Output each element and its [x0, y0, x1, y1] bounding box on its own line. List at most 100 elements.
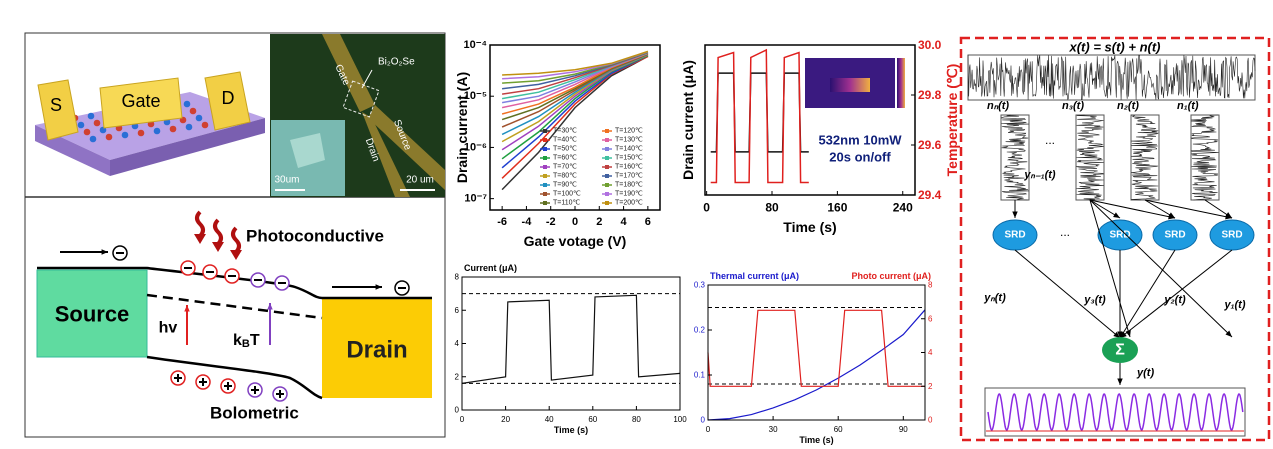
arrow-head: [1012, 211, 1018, 218]
y-tick-label: 10⁻⁵: [464, 90, 487, 102]
y-tick-label: 0.2: [694, 326, 706, 335]
hole-sign: [276, 390, 284, 398]
substrate-side: [110, 118, 265, 176]
legend-label: T=80℃: [553, 173, 577, 180]
arrow: [1014, 249, 1121, 339]
legend-label: T=140℃: [615, 146, 643, 153]
legend-marker: [605, 183, 609, 187]
arrow-head: [1113, 212, 1120, 218]
electrode-gate: [322, 34, 375, 112]
micro-label: 30um: [274, 175, 299, 186]
band-label: hv: [159, 320, 178, 337]
output-label: yₙ(t): [983, 292, 1006, 304]
hole-sign: [174, 374, 182, 382]
source-block: [36, 269, 148, 358]
y-axis-label: Drain current (μA): [680, 60, 696, 180]
noise-label: n₁(t): [1177, 100, 1199, 112]
y2-tick-label: 30.0: [918, 38, 942, 52]
y2-tick-label: 29.4: [918, 188, 942, 202]
srd-label: SRD: [1004, 230, 1025, 241]
atom: [77, 121, 85, 129]
legend-label: T=170℃: [615, 173, 643, 180]
atom: [137, 129, 145, 137]
hole-sign: [224, 382, 232, 390]
output-label: y₂(t): [1163, 294, 1186, 306]
legend-marker: [543, 156, 547, 160]
inset-label: 532nm 10mW: [818, 133, 902, 148]
x-tick-label: 40: [545, 415, 554, 424]
block-label: Source: [55, 302, 130, 327]
thermal-hotspot: [830, 78, 870, 92]
srd-label: SRD: [1109, 230, 1130, 241]
legend-label: T=70℃: [553, 164, 577, 171]
y-axis-label: Current (μA): [464, 263, 517, 273]
series-line: [502, 50, 649, 76]
legend-label: T=130℃: [615, 137, 643, 144]
noise-label: nₙ(t): [987, 100, 1009, 112]
legend-marker: [605, 192, 609, 196]
x-tick-label: -2: [546, 216, 556, 228]
arrow-head: [1168, 213, 1175, 220]
x-axis-label: Time (s): [554, 425, 588, 435]
legend-label: T=120℃: [615, 128, 643, 135]
arrow-head: [1125, 330, 1131, 337]
x-tick-label: 60: [588, 415, 597, 424]
valence-band: [146, 355, 323, 400]
pointer: [361, 69, 373, 89]
photon-head: [230, 250, 242, 260]
sum-node: [1102, 337, 1138, 363]
legend-marker: [543, 183, 547, 187]
y-tick-label: 4: [455, 339, 460, 348]
series-line: [501, 54, 649, 169]
plot-frame: [461, 276, 681, 411]
y2-tick-label: 29.8: [918, 88, 942, 102]
legend-marker: [543, 129, 547, 133]
series-line: [461, 294, 681, 384]
series-line: [501, 55, 649, 191]
y-tick-label: 2: [455, 372, 460, 381]
drain-block: [322, 298, 432, 398]
atom: [83, 128, 91, 136]
legend-label: T=110℃: [553, 200, 581, 207]
y2-axis-label: Temperature (℃): [944, 64, 960, 177]
x-tick-label: 20: [501, 415, 510, 424]
legend-label: T=40℃: [553, 137, 577, 144]
arrow-head: [1113, 331, 1120, 338]
kbt-base: k: [233, 332, 242, 349]
ellipsis: ...: [1060, 225, 1070, 239]
legend-label: T=160℃: [615, 164, 643, 171]
arrow-head: [1225, 330, 1232, 337]
atom: [195, 114, 203, 122]
micro-label: Bi₂O₂Se: [378, 57, 415, 68]
legend-marker: [605, 156, 609, 160]
noise-label: yₙ₋₁(t): [1023, 169, 1056, 181]
noise-label: n₂(t): [1117, 100, 1139, 112]
x-tick-label: -6: [497, 216, 507, 228]
x-tick-label: 2: [596, 216, 602, 228]
atom: [183, 100, 191, 108]
noise-trace: [967, 54, 1256, 101]
legend-label: T=190℃: [615, 191, 643, 198]
arrow-head: [1117, 378, 1123, 385]
band-label: kBT: [233, 332, 260, 351]
y2-tick-label: 4: [928, 348, 933, 357]
atom: [185, 123, 193, 131]
arrow: [1119, 249, 1233, 339]
photon: [213, 218, 223, 246]
y-tick-label: 0.1: [694, 371, 706, 380]
arrow-head: [375, 284, 382, 290]
x-tick-label: 240: [893, 201, 913, 215]
y-tick-label: 6: [455, 306, 460, 315]
series-line: [707, 309, 926, 421]
arrow: [1089, 199, 1131, 338]
band-label: Photoconductive: [246, 227, 384, 246]
block-label: Drain: [346, 337, 407, 364]
atom: [201, 121, 209, 129]
hole-sign: [199, 378, 207, 386]
y-axis-label: Drain current (A): [454, 72, 470, 183]
band-label: Bolometric: [210, 404, 299, 423]
legend-label: T=30℃: [553, 128, 577, 135]
x-tick-label: 6: [645, 216, 651, 228]
legend-marker: [605, 129, 609, 133]
